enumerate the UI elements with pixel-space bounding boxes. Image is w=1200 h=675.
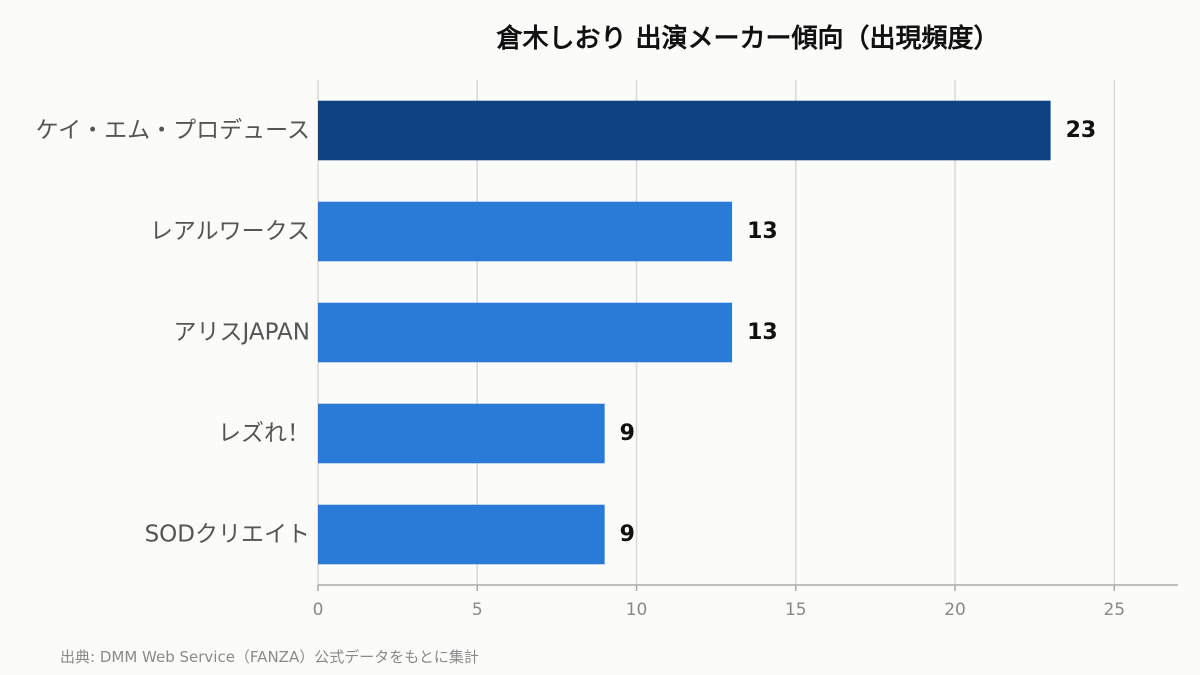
- x-tick-label: 0: [313, 600, 324, 620]
- x-tick-label: 15: [785, 600, 807, 620]
- bar: [318, 302, 733, 363]
- category-label: ケイ・エム・プロデュース: [36, 118, 310, 144]
- data-label: 13: [747, 320, 778, 345]
- category-label: アリスJAPAN: [174, 320, 310, 346]
- category-label: レアルワークス: [150, 219, 310, 245]
- data-label: 23: [1066, 118, 1097, 143]
- bar: [318, 100, 1051, 161]
- x-tick-label: 20: [944, 600, 966, 620]
- bar: [318, 504, 605, 565]
- x-tick-label: 25: [1103, 600, 1125, 620]
- bar: [318, 201, 733, 262]
- category-label: SODクリエイト: [145, 522, 310, 548]
- chart-title: 倉木しおり 出演メーカー傾向（出現頻度）: [496, 24, 1000, 54]
- data-label: 13: [747, 219, 778, 244]
- data-label: 9: [620, 421, 635, 446]
- x-tick-label: 10: [626, 600, 648, 620]
- data-label: 9: [620, 522, 635, 547]
- bar: [318, 403, 605, 464]
- x-tick-label: 5: [472, 600, 483, 620]
- category-label: レズれ！: [218, 421, 310, 447]
- source-note: 出典: DMM Web Service（FANZA）公式データをもとに集計: [60, 648, 479, 666]
